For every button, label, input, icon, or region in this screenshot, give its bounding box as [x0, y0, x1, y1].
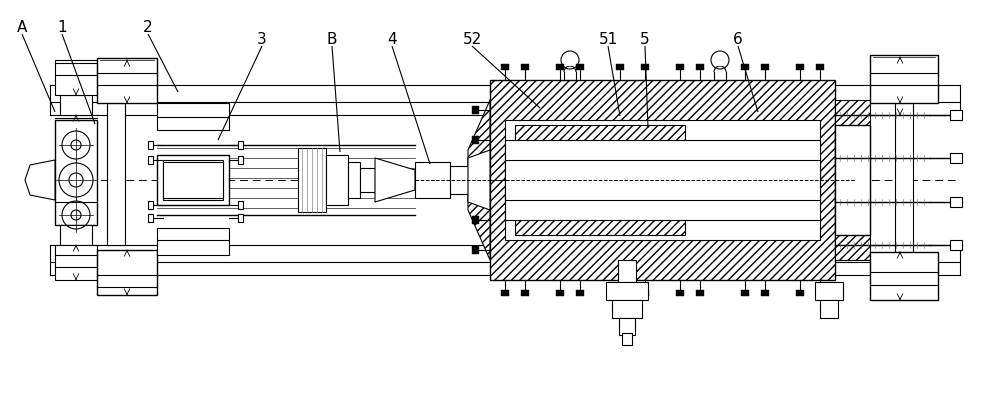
Bar — [163, 162, 223, 198]
Bar — [816, 290, 824, 296]
Bar — [238, 201, 243, 209]
Bar — [741, 64, 749, 70]
Bar — [501, 290, 509, 296]
Bar — [950, 240, 962, 250]
Text: 52: 52 — [462, 32, 482, 47]
Text: 2: 2 — [143, 20, 153, 35]
Bar — [348, 162, 360, 198]
Bar — [696, 64, 704, 70]
Bar — [616, 64, 624, 70]
Bar — [360, 168, 375, 192]
Bar — [895, 103, 913, 252]
Bar — [97, 58, 157, 103]
Text: B: B — [327, 32, 337, 47]
Bar — [107, 103, 125, 245]
Bar — [616, 290, 624, 296]
Polygon shape — [468, 100, 490, 260]
Bar — [326, 155, 348, 205]
Text: A: A — [17, 20, 27, 35]
Bar — [641, 290, 649, 296]
Bar — [870, 55, 938, 103]
Bar — [55, 245, 97, 280]
Bar — [148, 141, 153, 149]
Bar — [238, 141, 243, 149]
Bar — [490, 80, 835, 280]
Bar — [612, 300, 642, 318]
Bar — [618, 260, 636, 282]
Bar — [696, 290, 704, 296]
Bar — [148, 156, 153, 164]
Bar — [238, 156, 243, 164]
Text: 4: 4 — [387, 32, 397, 47]
Bar — [950, 197, 962, 207]
Bar — [55, 120, 97, 225]
Bar — [606, 282, 648, 300]
Bar — [148, 214, 153, 222]
Bar — [619, 318, 635, 335]
Bar — [741, 290, 749, 296]
Bar — [515, 125, 685, 235]
Bar — [298, 148, 326, 212]
Bar — [676, 290, 684, 296]
Bar — [501, 64, 509, 70]
Bar — [576, 64, 584, 70]
Polygon shape — [375, 158, 415, 202]
Bar — [521, 64, 529, 70]
Bar — [835, 100, 870, 260]
Bar — [157, 103, 229, 130]
Text: 6: 6 — [733, 32, 743, 47]
Bar — [950, 153, 962, 163]
Bar — [238, 214, 243, 222]
Bar — [472, 136, 479, 144]
Bar — [472, 106, 479, 114]
Bar — [576, 290, 584, 296]
Bar — [761, 64, 769, 70]
Bar — [556, 64, 564, 70]
Text: 5: 5 — [640, 32, 650, 47]
Bar — [815, 282, 843, 300]
Bar — [60, 95, 92, 115]
Text: 3: 3 — [257, 32, 267, 47]
Bar — [505, 140, 820, 220]
Bar — [950, 110, 962, 120]
Bar — [556, 290, 564, 296]
Bar — [97, 250, 157, 295]
Bar — [816, 64, 824, 70]
Bar — [472, 216, 479, 224]
Bar — [148, 201, 153, 209]
Bar — [796, 290, 804, 296]
Bar — [870, 252, 938, 300]
Bar — [163, 160, 223, 200]
Bar — [472, 246, 479, 254]
Bar — [505, 120, 820, 240]
Text: 51: 51 — [598, 32, 618, 47]
Bar — [157, 155, 229, 205]
Bar — [60, 225, 92, 245]
Text: 1: 1 — [57, 20, 67, 35]
Bar — [622, 333, 632, 345]
Bar — [505, 160, 820, 200]
Bar — [676, 64, 684, 70]
Bar — [415, 162, 450, 198]
Bar — [157, 145, 415, 215]
Bar — [521, 290, 529, 296]
Bar — [157, 228, 229, 255]
Bar — [820, 300, 838, 318]
Bar — [796, 64, 804, 70]
Bar — [641, 64, 649, 70]
Bar — [761, 290, 769, 296]
Bar — [55, 60, 97, 95]
Polygon shape — [468, 150, 490, 210]
Polygon shape — [25, 160, 55, 200]
Bar — [835, 125, 870, 235]
Bar — [450, 166, 468, 194]
